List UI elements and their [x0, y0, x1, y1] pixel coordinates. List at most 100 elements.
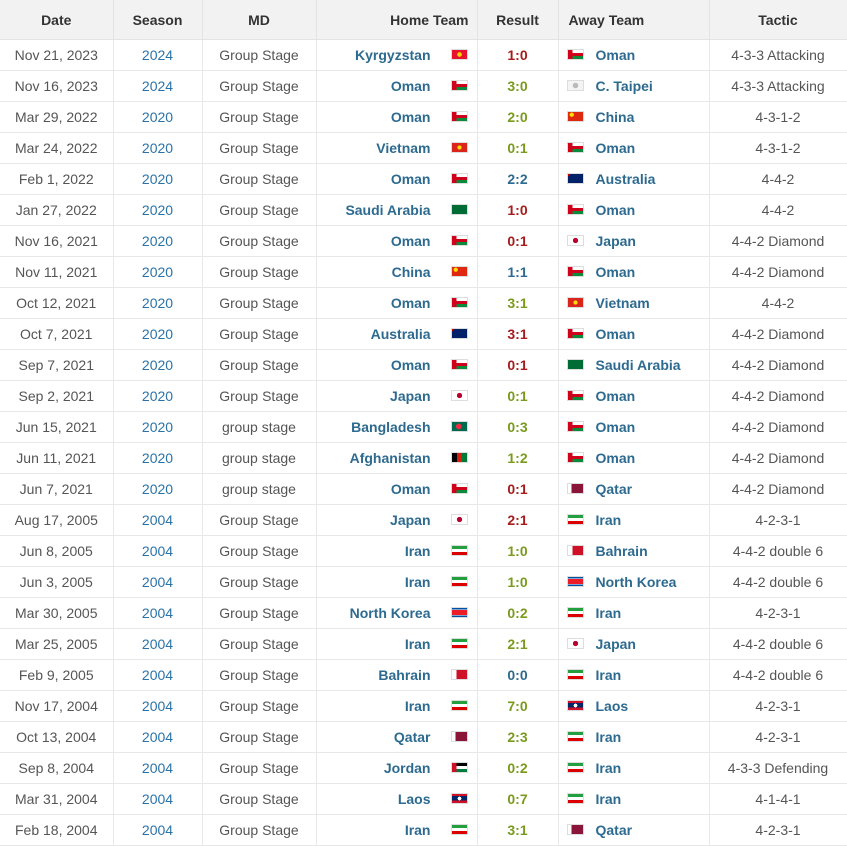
result-link[interactable]: 0:1 — [477, 349, 559, 381]
away-team-link[interactable]: Oman — [595, 419, 636, 435]
header-home-team[interactable]: Home Team — [316, 0, 478, 40]
result-link[interactable]: 2:2 — [477, 163, 559, 195]
result-link[interactable]: 1:0 — [477, 39, 559, 71]
home-team-link[interactable]: Oman — [390, 78, 431, 94]
away-team-link[interactable]: Oman — [595, 202, 636, 218]
result-link[interactable]: 0:3 — [477, 411, 559, 443]
away-team-link[interactable]: Iran — [595, 605, 622, 621]
home-team-link[interactable]: Afghanistan — [349, 450, 431, 466]
home-team-link[interactable]: Oman — [390, 357, 431, 373]
away-team-link[interactable]: Oman — [595, 140, 636, 156]
away-team-link[interactable]: Japan — [595, 233, 636, 249]
season-link[interactable]: 2004 — [113, 535, 203, 567]
result-link[interactable]: 1:2 — [477, 442, 559, 474]
home-team-link[interactable]: Kyrgyzstan — [355, 47, 431, 63]
result-link[interactable]: 0:1 — [477, 473, 559, 505]
season-link[interactable]: 2004 — [113, 721, 203, 753]
away-team-link[interactable]: Iran — [595, 512, 622, 528]
home-team-link[interactable]: Saudi Arabia — [345, 202, 431, 218]
season-link[interactable]: 2020 — [113, 101, 203, 133]
away-team-link[interactable]: Iran — [595, 791, 622, 807]
home-team-link[interactable]: China — [391, 264, 431, 280]
home-team-link[interactable]: Vietnam — [376, 140, 431, 156]
result-link[interactable]: 0:7 — [477, 783, 559, 815]
away-team-link[interactable]: Oman — [595, 264, 636, 280]
header-date[interactable]: Date — [0, 0, 114, 40]
home-team-link[interactable]: Jordan — [383, 760, 431, 776]
season-link[interactable]: 2004 — [113, 783, 203, 815]
season-link[interactable]: 2020 — [113, 411, 203, 443]
away-team-link[interactable]: North Korea — [595, 574, 677, 590]
result-link[interactable]: 3:1 — [477, 287, 559, 319]
result-link[interactable]: 0:0 — [477, 659, 559, 691]
season-link[interactable]: 2020 — [113, 318, 203, 350]
home-team-link[interactable]: Japan — [390, 512, 431, 528]
season-link[interactable]: 2024 — [113, 70, 203, 102]
season-link[interactable]: 2020 — [113, 132, 203, 164]
season-link[interactable]: 2020 — [113, 163, 203, 195]
result-link[interactable]: 1:0 — [477, 535, 559, 567]
result-link[interactable]: 2:1 — [477, 504, 559, 536]
home-team-link[interactable]: Iran — [404, 822, 431, 838]
season-link[interactable]: 2020 — [113, 442, 203, 474]
season-link[interactable]: 2004 — [113, 597, 203, 629]
header-away-team[interactable]: Away Team — [558, 0, 710, 40]
home-team-link[interactable]: North Korea — [349, 605, 431, 621]
result-link[interactable]: 3:0 — [477, 70, 559, 102]
season-link[interactable]: 2004 — [113, 504, 203, 536]
result-link[interactable]: 2:1 — [477, 628, 559, 660]
result-link[interactable]: 1:0 — [477, 566, 559, 598]
result-link[interactable]: 1:1 — [477, 256, 559, 288]
away-team-link[interactable]: Oman — [595, 388, 636, 404]
away-team-link[interactable]: Iran — [595, 729, 622, 745]
header-md[interactable]: MD — [202, 0, 317, 40]
season-link[interactable]: 2020 — [113, 256, 203, 288]
header-season[interactable]: Season — [113, 0, 203, 40]
season-link[interactable]: 2004 — [113, 752, 203, 784]
season-link[interactable]: 2020 — [113, 225, 203, 257]
season-link[interactable]: 2020 — [113, 380, 203, 412]
season-link[interactable]: 2024 — [113, 39, 203, 71]
season-link[interactable]: 2004 — [113, 690, 203, 722]
home-team-link[interactable]: Japan — [390, 388, 431, 404]
season-link[interactable]: 2020 — [113, 194, 203, 226]
season-link[interactable]: 2020 — [113, 287, 203, 319]
away-team-link[interactable]: Australia — [595, 171, 656, 187]
away-team-link[interactable]: Iran — [595, 760, 622, 776]
result-link[interactable]: 0:1 — [477, 132, 559, 164]
away-team-link[interactable]: Vietnam — [595, 295, 650, 311]
home-team-link[interactable]: Qatar — [393, 729, 431, 745]
result-link[interactable]: 3:1 — [477, 814, 559, 846]
season-link[interactable]: 2004 — [113, 566, 203, 598]
home-team-link[interactable]: Iran — [404, 574, 431, 590]
season-link[interactable]: 2004 — [113, 814, 203, 846]
result-link[interactable]: 0:2 — [477, 597, 559, 629]
away-team-link[interactable]: Laos — [595, 698, 629, 714]
away-team-link[interactable]: Oman — [595, 450, 636, 466]
result-link[interactable]: 1:0 — [477, 194, 559, 226]
home-team-link[interactable]: Oman — [390, 233, 431, 249]
home-team-link[interactable]: Australia — [370, 326, 431, 342]
home-team-link[interactable]: Iran — [404, 698, 431, 714]
away-team-link[interactable]: Qatar — [595, 822, 633, 838]
away-team-link[interactable]: C. Taipei — [595, 78, 653, 94]
home-team-link[interactable]: Oman — [390, 109, 431, 125]
season-link[interactable]: 2020 — [113, 473, 203, 505]
away-team-link[interactable]: Qatar — [595, 481, 633, 497]
season-link[interactable]: 2004 — [113, 659, 203, 691]
season-link[interactable]: 2020 — [113, 349, 203, 381]
result-link[interactable]: 0:2 — [477, 752, 559, 784]
away-team-link[interactable]: China — [595, 109, 635, 125]
away-team-link[interactable]: Japan — [595, 636, 636, 652]
result-link[interactable]: 3:1 — [477, 318, 559, 350]
season-link[interactable]: 2004 — [113, 628, 203, 660]
result-link[interactable]: 2:0 — [477, 101, 559, 133]
home-team-link[interactable]: Oman — [390, 295, 431, 311]
result-link[interactable]: 7:0 — [477, 690, 559, 722]
home-team-link[interactable]: Oman — [390, 481, 431, 497]
home-team-link[interactable]: Laos — [397, 791, 431, 807]
away-team-link[interactable]: Bahrain — [595, 543, 648, 559]
away-team-link[interactable]: Iran — [595, 667, 622, 683]
away-team-link[interactable]: Oman — [595, 326, 636, 342]
away-team-link[interactable]: Saudi Arabia — [595, 357, 681, 373]
